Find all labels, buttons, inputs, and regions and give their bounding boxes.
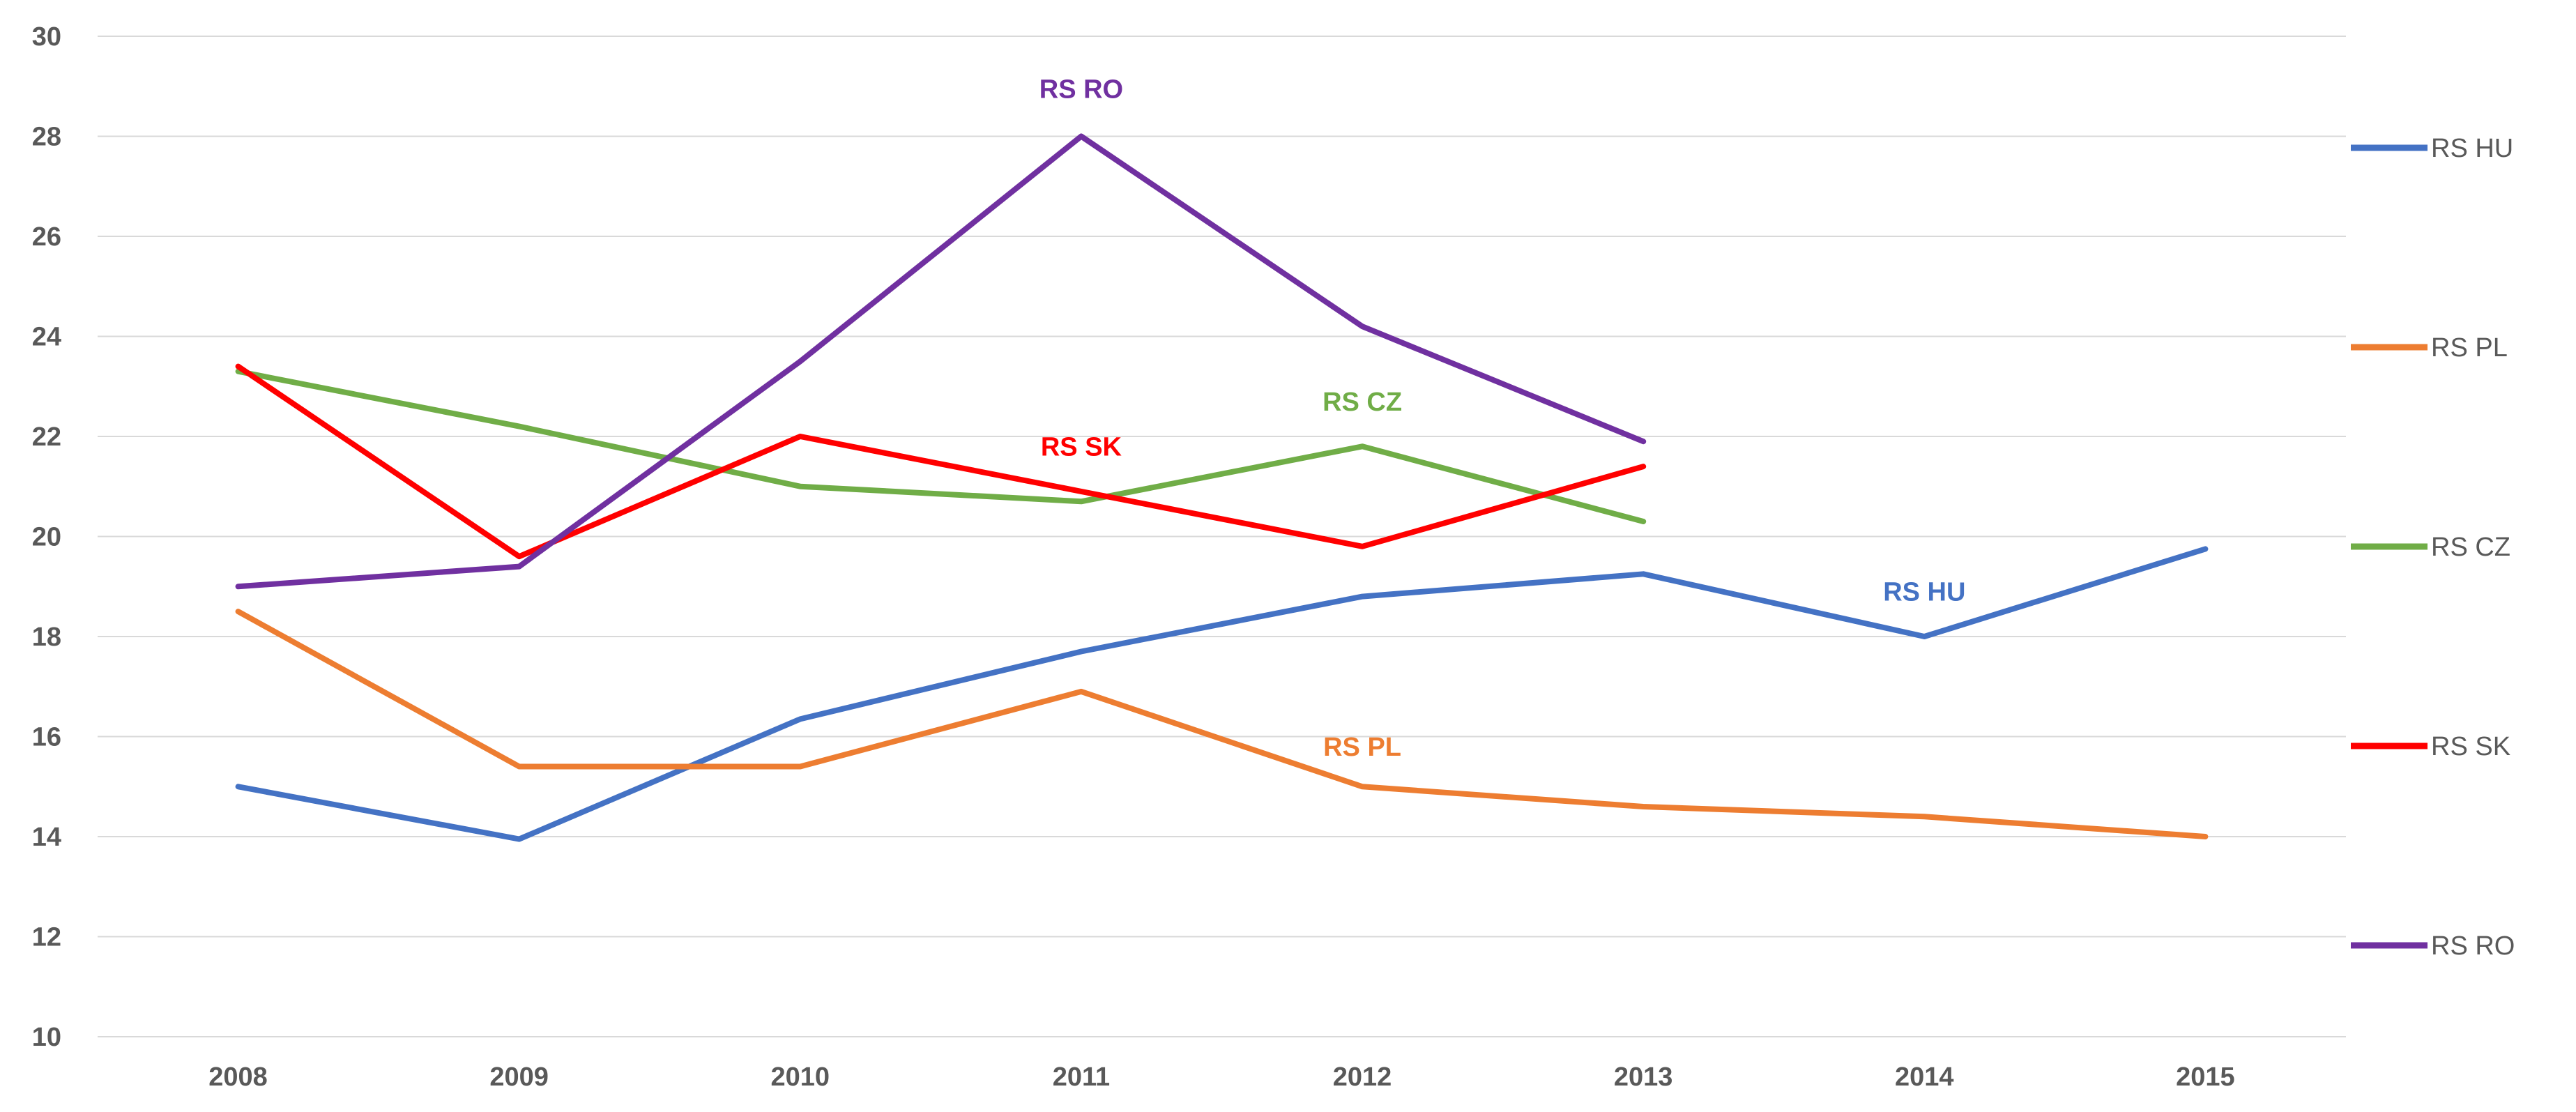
- series-line-rs-hu: [235, 546, 2209, 842]
- legend: RS HU RS PL RS CZ RS SK RS RO: [2351, 134, 2515, 961]
- y-axis-ticks: 10 12 14 16 18 20 22 24 26 28 30: [32, 22, 61, 1052]
- x-tick-label: 2011: [1053, 1063, 1110, 1092]
- y-tick-label: 10: [32, 1023, 61, 1052]
- legend-label: RS SK: [2431, 732, 2510, 761]
- series-lines: [235, 133, 2209, 842]
- legend-item-rs-ro: RS RO: [2351, 931, 2515, 961]
- series-line-rs-pl: [235, 609, 2209, 839]
- series-line-rs-sk: [235, 363, 1647, 560]
- series-labels: RS HU RS PL RS CZ RS SK RS RO: [1039, 75, 1966, 762]
- series-line-rs-cz: [235, 368, 1647, 524]
- x-tick-label: 2010: [771, 1063, 830, 1092]
- y-tick-label: 14: [32, 823, 61, 852]
- y-tick-label: 26: [32, 222, 61, 252]
- x-tick-label: 2009: [489, 1063, 549, 1092]
- legend-item-rs-hu: RS HU: [2351, 134, 2513, 163]
- y-tick-label: 28: [32, 123, 61, 152]
- legend-label: RS PL: [2431, 333, 2508, 363]
- y-tick-label: 30: [32, 22, 61, 52]
- series-label-rs-cz: RS CZ: [1323, 388, 1402, 417]
- y-tick-label: 12: [32, 923, 61, 952]
- legend-label: RS RO: [2431, 931, 2515, 961]
- y-tick-label: 20: [32, 523, 61, 552]
- y-tick-label: 22: [32, 422, 61, 452]
- series-label-rs-sk: RS SK: [1041, 432, 1122, 462]
- legend-item-rs-pl: RS PL: [2351, 333, 2508, 363]
- x-tick-label: 2014: [1895, 1063, 1954, 1092]
- series-label-rs-hu: RS HU: [1883, 577, 1965, 607]
- x-tick-label: 2015: [2176, 1063, 2235, 1092]
- series-label-rs-ro: RS RO: [1039, 75, 1123, 104]
- series-label-rs-pl: RS PL: [1323, 733, 1401, 762]
- y-tick-label: 16: [32, 723, 61, 752]
- x-axis-ticks: 2008 2009 2010 2011 2012 2013 2014 2015: [208, 1063, 2234, 1092]
- legend-label: RS HU: [2431, 134, 2513, 163]
- x-tick-label: 2012: [1333, 1063, 1392, 1092]
- gridlines: [98, 36, 2346, 1037]
- y-tick-label: 24: [32, 323, 61, 352]
- x-tick-label: 2013: [1614, 1063, 1673, 1092]
- legend-item-rs-cz: RS CZ: [2351, 533, 2510, 562]
- y-tick-label: 18: [32, 623, 61, 652]
- x-tick-label: 2008: [208, 1063, 268, 1092]
- legend-item-rs-sk: RS SK: [2351, 732, 2510, 761]
- series-line-rs-ro: [235, 133, 1647, 590]
- legend-label: RS CZ: [2431, 533, 2510, 562]
